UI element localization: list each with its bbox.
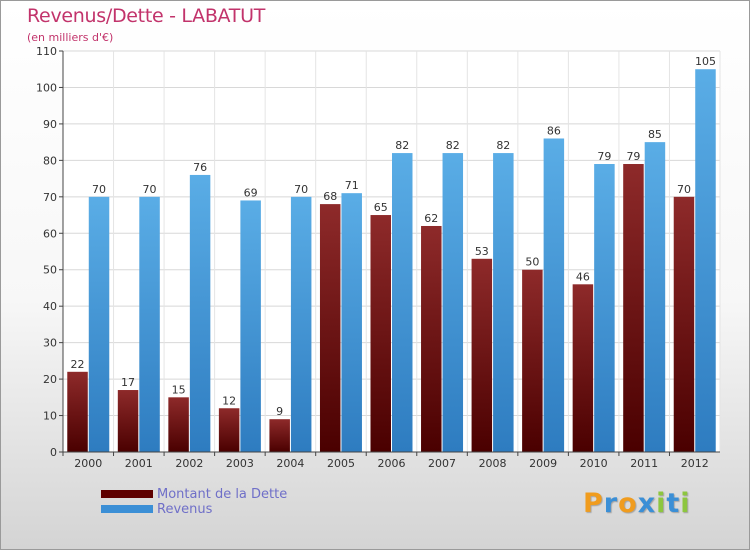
bar-revenus-2005: [341, 193, 362, 452]
y-tick-label: 100: [36, 81, 57, 94]
legend-swatch-revenus: [101, 505, 153, 513]
data-label-dette-2006: 65: [374, 201, 388, 214]
data-label-dette-2005: 68: [323, 190, 337, 203]
data-label-dette-2012: 70: [677, 183, 691, 196]
y-tick-label: 10: [43, 410, 57, 423]
data-label-dette-2007: 62: [424, 212, 438, 225]
data-label-revenus-2003: 69: [244, 186, 258, 199]
data-label-dette-2003: 12: [222, 394, 236, 407]
y-tick-label: 20: [43, 373, 57, 386]
x-tick-label-2003: 2003: [226, 457, 254, 470]
data-label-dette-2000: 22: [71, 358, 85, 371]
x-tick-label-2007: 2007: [428, 457, 456, 470]
bars: [67, 69, 716, 453]
bar-revenus-2012: [695, 69, 716, 453]
bar-revenus-2002: [189, 174, 211, 453]
logo-letter: i: [656, 488, 667, 519]
x-tick-label-2005: 2005: [327, 457, 355, 470]
data-label-revenus-2012: 105: [695, 55, 716, 68]
bar-dette-2002: [168, 397, 189, 452]
data-label-revenus-2008: 82: [496, 139, 510, 152]
y-tick-label: 60: [43, 227, 57, 240]
bar-revenus-2008: [493, 153, 514, 452]
logo-letter: x: [637, 488, 657, 519]
data-label-dette-2010: 46: [576, 270, 590, 283]
data-label-revenus-2005: 71: [345, 179, 359, 192]
data-label-revenus-2006: 82: [395, 139, 409, 152]
bar-dette-2001: [117, 390, 139, 452]
bar-revenus-2004: [290, 196, 312, 452]
data-label-revenus-2004: 70: [294, 183, 308, 196]
x-tick-label-2006: 2006: [378, 457, 406, 470]
logo-letter: i: [680, 488, 691, 519]
bar-dette-2012: [673, 196, 695, 452]
data-label-dette-2004: 9: [276, 405, 283, 418]
bar-dette-2006: [370, 215, 391, 452]
legend-label-revenus: Revenus: [157, 502, 213, 517]
bar-revenus-2009: [543, 138, 565, 452]
x-tick-label-2011: 2011: [630, 457, 658, 470]
y-tick-label: 110: [36, 45, 57, 58]
logo-letter: o: [618, 488, 638, 519]
axes: [59, 50, 720, 456]
bar-dette-2010: [572, 284, 594, 452]
bar-dette-2009: [522, 269, 543, 452]
data-label-revenus-2007: 82: [446, 139, 460, 152]
data-label-dette-2008: 53: [475, 245, 489, 258]
legend-swatch-dette: [101, 490, 153, 498]
x-tick-label-2004: 2004: [276, 457, 304, 470]
logo-letter: t: [666, 488, 681, 519]
x-tick-label-2002: 2002: [175, 457, 203, 470]
data-label-revenus-2009: 86: [547, 124, 561, 137]
data-label-revenus-2002: 76: [193, 161, 207, 174]
bar-revenus-2011: [644, 142, 666, 453]
data-label-revenus-2010: 79: [597, 150, 611, 163]
proxiti-logo: Proxiti: [583, 488, 691, 519]
grid-lines: [62, 50, 721, 453]
bar-dette-2007: [421, 225, 442, 452]
data-label-dette-2002: 15: [172, 383, 186, 396]
bar-revenus-2006: [392, 153, 413, 452]
bar-revenus-2007: [442, 153, 464, 452]
chart-title: Revenus/Dette - LABATUT: [27, 5, 265, 27]
y-tick-label: 30: [43, 337, 57, 350]
data-label-dette-2011: 79: [626, 150, 640, 163]
y-tick-label: 70: [43, 191, 57, 204]
y-tick-label: 90: [43, 118, 57, 131]
bar-revenus-2000: [88, 196, 110, 452]
x-tick-label-2000: 2000: [74, 457, 102, 470]
chart-subtitle: (en milliers d'€): [27, 31, 114, 44]
y-tick-label: 80: [43, 154, 57, 167]
bar-revenus-2001: [139, 196, 160, 452]
logo-letter: r: [603, 488, 619, 519]
legend-label-dette: Montant de la Dette: [157, 487, 288, 502]
x-tick-label-2012: 2012: [681, 457, 709, 470]
data-label-revenus-2001: 70: [143, 183, 157, 196]
bar-revenus-2003: [240, 200, 261, 452]
bar-dette-2008: [471, 258, 493, 452]
data-label-revenus-2011: 85: [648, 128, 662, 141]
bar-dette-2000: [67, 371, 88, 452]
y-tick-label: 40: [43, 300, 57, 313]
bar-dette-2011: [623, 164, 644, 452]
bar-dette-2003: [218, 408, 240, 452]
y-tick-label: 50: [43, 264, 57, 277]
bar-dette-2004: [269, 419, 290, 452]
data-label-revenus-2000: 70: [92, 183, 106, 196]
x-tick-label-2010: 2010: [580, 457, 608, 470]
bar-revenus-2010: [594, 164, 615, 452]
bar-dette-2005: [319, 204, 341, 452]
data-label-dette-2001: 17: [121, 376, 135, 389]
x-tick-label-2008: 2008: [479, 457, 507, 470]
data-label-dette-2009: 50: [525, 256, 539, 269]
labels: 0 10 20 30 40 50 60 70 80 90 100 110 22 17 15 12 9 68 65 62…: [36, 45, 716, 470]
x-tick-label-2001: 2001: [125, 457, 153, 470]
x-tick-label-2009: 2009: [529, 457, 557, 470]
y-tick-label: 0: [50, 446, 57, 459]
logo-letter: P: [583, 488, 604, 519]
plot-background: [63, 51, 720, 452]
